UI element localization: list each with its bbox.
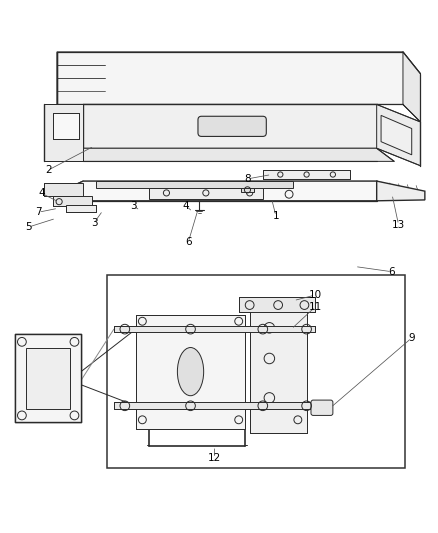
Polygon shape (83, 148, 394, 161)
Text: 3: 3 (130, 201, 137, 211)
Polygon shape (57, 52, 420, 122)
Polygon shape (377, 181, 425, 201)
Polygon shape (96, 181, 293, 188)
FancyBboxPatch shape (311, 400, 333, 415)
Text: 9: 9 (408, 333, 415, 343)
Text: 11: 11 (309, 302, 322, 312)
Polygon shape (241, 188, 254, 192)
Polygon shape (26, 348, 70, 409)
Text: 1: 1 (272, 211, 279, 221)
Polygon shape (15, 334, 81, 422)
Polygon shape (149, 188, 263, 199)
Polygon shape (83, 104, 377, 148)
Polygon shape (381, 115, 412, 155)
Text: 5: 5 (25, 222, 32, 232)
Text: 2: 2 (45, 165, 52, 175)
Polygon shape (114, 402, 315, 409)
Polygon shape (44, 183, 83, 197)
Text: 13: 13 (392, 220, 405, 230)
Polygon shape (377, 104, 420, 166)
Text: 10: 10 (309, 290, 322, 300)
Polygon shape (250, 306, 307, 433)
Bar (107, 275, 405, 468)
Text: 6: 6 (389, 266, 396, 277)
Text: 4: 4 (38, 188, 45, 198)
Polygon shape (53, 113, 79, 140)
Polygon shape (263, 170, 350, 179)
Polygon shape (239, 297, 315, 312)
Polygon shape (403, 52, 420, 122)
Text: 7: 7 (35, 207, 42, 217)
Ellipse shape (177, 348, 204, 395)
Text: 6: 6 (185, 237, 192, 247)
Text: 3: 3 (91, 217, 98, 228)
Polygon shape (61, 181, 394, 201)
Polygon shape (44, 104, 83, 161)
Text: 4: 4 (183, 201, 190, 211)
Polygon shape (114, 326, 315, 332)
Polygon shape (136, 314, 245, 429)
Text: 12: 12 (208, 454, 221, 463)
Text: 8: 8 (244, 174, 251, 184)
Polygon shape (53, 197, 92, 206)
FancyBboxPatch shape (198, 116, 266, 136)
Polygon shape (66, 205, 96, 212)
